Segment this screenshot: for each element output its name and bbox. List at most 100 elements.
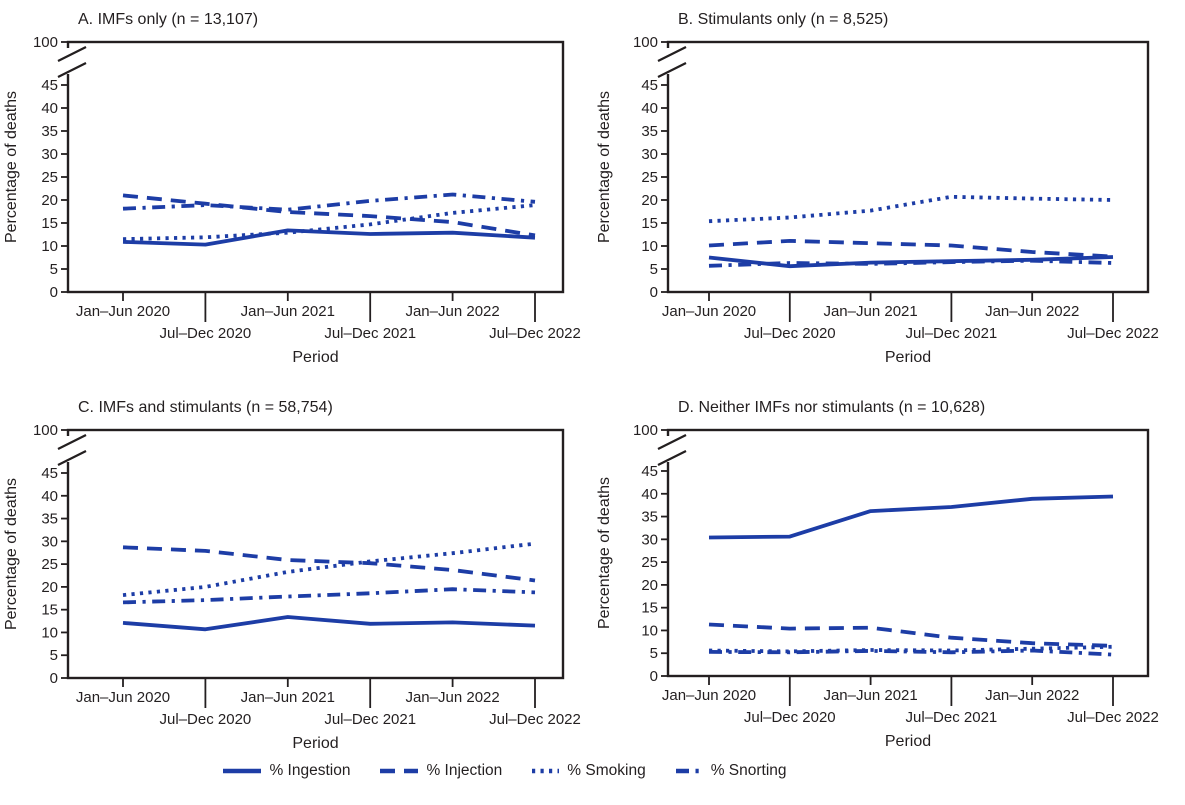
axis-break-slash-icon xyxy=(657,434,687,450)
chart-legend: % Ingestion % Injection % Smoking % Snor… xyxy=(0,762,1010,780)
axis-break-slash-icon xyxy=(57,434,87,450)
x-tick-label: Jul–Dec 2020 xyxy=(160,325,252,342)
x-tick-label: Jan–Jun 2022 xyxy=(985,303,1079,320)
y-tick-label: 10 xyxy=(641,238,658,255)
y-tick-label: 15 xyxy=(41,602,58,619)
plot-box xyxy=(66,40,565,294)
legend-label-ingestion: % Ingestion xyxy=(269,762,351,779)
series-line-dotted xyxy=(708,194,1114,224)
x-tick-label: Jan–Jun 2021 xyxy=(241,303,335,320)
y-tick-label-100: 100 xyxy=(33,34,58,51)
y-tick-label: 35 xyxy=(641,509,658,526)
series-line-solid xyxy=(122,615,536,632)
x-tick-label: Jul–Dec 2022 xyxy=(1067,325,1159,342)
panel-title: C. IMFs and stimulants (n = 58,754) xyxy=(78,399,333,416)
y-tick-label-100: 100 xyxy=(33,422,58,439)
solid-line-icon xyxy=(223,768,262,774)
x-tick-label: Jan–Jun 2021 xyxy=(823,687,917,704)
panel-title: D. Neither IMFs nor stimulants (n = 10,6… xyxy=(678,399,985,416)
panel-d-neither-imfs-nor-stimulants-chart: 0 5 10 15 20 25 30 35 40 45 100 Jan–Jun 2020 Jul–Dec… xyxy=(596,399,1159,750)
y-tick-label: 0 xyxy=(650,284,658,301)
axis-break-slash-icon xyxy=(57,46,87,62)
series-line-dotted xyxy=(122,541,536,597)
plot-box xyxy=(666,428,1150,678)
y-axis-label: Percentage of deaths xyxy=(3,91,20,243)
series-line-solid xyxy=(708,494,1114,540)
y-tick-label: 35 xyxy=(41,123,58,140)
y-axis-label: Percentage of deaths xyxy=(3,478,20,630)
y-tick-label: 40 xyxy=(641,100,658,117)
axis-break-gap xyxy=(66,48,70,74)
y-tick-label: 10 xyxy=(41,238,58,255)
y-tick-label: 30 xyxy=(641,531,658,548)
series-line-dashed xyxy=(708,622,1114,648)
y-tick-label: 45 xyxy=(41,465,58,482)
axis-break-gap xyxy=(666,48,670,74)
y-tick-label: 0 xyxy=(50,670,58,687)
axis-break-gap xyxy=(666,436,670,462)
x-tick-label: Jul–Dec 2022 xyxy=(489,711,581,728)
x-tick-label: Jan–Jun 2021 xyxy=(241,689,335,706)
x-tick-label: Jul–Dec 2020 xyxy=(744,325,836,342)
x-tick-label: Jul–Dec 2020 xyxy=(744,709,836,726)
series-line-dashed xyxy=(122,193,536,238)
axis-break-slash-icon xyxy=(57,450,87,466)
legend-label-injection: % Injection xyxy=(426,762,503,779)
panel-title: A. IMFs only (n = 13,107) xyxy=(78,11,258,28)
y-tick-label: 30 xyxy=(641,146,658,163)
x-tick-label: Jul–Dec 2021 xyxy=(906,709,998,726)
x-tick-label: Jan–Jun 2020 xyxy=(76,689,170,706)
y-tick-label: 20 xyxy=(641,577,658,594)
y-tick-label: 40 xyxy=(41,488,58,505)
y-tick-label: 5 xyxy=(650,261,658,278)
y-tick-label: 25 xyxy=(41,556,58,573)
y-tick-label: 35 xyxy=(641,123,658,140)
axis-break-slash-icon xyxy=(57,62,87,78)
y-tick-label: 20 xyxy=(641,192,658,209)
panel-b-stimulants-only-chart: 0 5 10 15 20 25 30 35 40 45 100 Jan–Jun 2020 Jul–Dec… xyxy=(596,11,1159,366)
x-tick-label: Jan–Jun 2022 xyxy=(405,689,499,706)
y-tick-label: 45 xyxy=(641,77,658,94)
y-tick-label: 20 xyxy=(41,579,58,596)
series-line-dashed xyxy=(708,238,1114,259)
y-tick-label: 45 xyxy=(641,463,658,480)
y-tick-label: 25 xyxy=(41,169,58,186)
legend-label-smoking: % Smoking xyxy=(567,762,646,779)
x-axis-label: Period xyxy=(292,735,338,752)
y-tick-label: 15 xyxy=(641,215,658,232)
series-line-dashdot xyxy=(708,648,1114,657)
axis-break-slash-icon xyxy=(657,450,687,466)
y-tick-label: 0 xyxy=(650,668,658,685)
x-axis-label: Period xyxy=(292,349,338,366)
x-tick-label: Jul–Dec 2022 xyxy=(489,325,581,342)
y-tick-label: 35 xyxy=(41,511,58,528)
y-axis-label: Percentage of deaths xyxy=(596,477,613,629)
dashed-line-icon xyxy=(380,768,419,774)
y-tick-label-100: 100 xyxy=(633,422,658,439)
y-tick-label: 5 xyxy=(50,647,58,664)
y-tick-label: 25 xyxy=(641,554,658,571)
x-tick-label: Jan–Jun 2020 xyxy=(76,303,170,320)
y-tick-label: 10 xyxy=(41,624,58,641)
panel-title: B. Stimulants only (n = 8,525) xyxy=(678,11,888,28)
legend-label-snorting: % Snorting xyxy=(710,762,787,779)
y-tick-label: 30 xyxy=(41,533,58,550)
series-line-dashdot xyxy=(708,258,1114,268)
plot-box xyxy=(66,428,565,680)
series-line-solid xyxy=(122,228,536,247)
y-tick-label: 0 xyxy=(50,284,58,301)
y-tick-label: 15 xyxy=(41,215,58,232)
x-tick-label: Jan–Jun 2020 xyxy=(662,303,756,320)
x-tick-label: Jul–Dec 2021 xyxy=(906,325,998,342)
y-tick-label-100: 100 xyxy=(633,34,658,51)
y-tick-label: 10 xyxy=(641,622,658,639)
y-tick-label: 25 xyxy=(641,169,658,186)
x-tick-label: Jan–Jun 2022 xyxy=(985,687,1079,704)
plot-box xyxy=(666,40,1150,294)
x-axis-label: Period xyxy=(885,733,931,750)
series-line-dotted xyxy=(122,203,536,241)
y-tick-label: 5 xyxy=(650,645,658,662)
y-tick-label: 20 xyxy=(41,192,58,209)
y-axis-label: Percentage of deaths xyxy=(596,91,613,243)
